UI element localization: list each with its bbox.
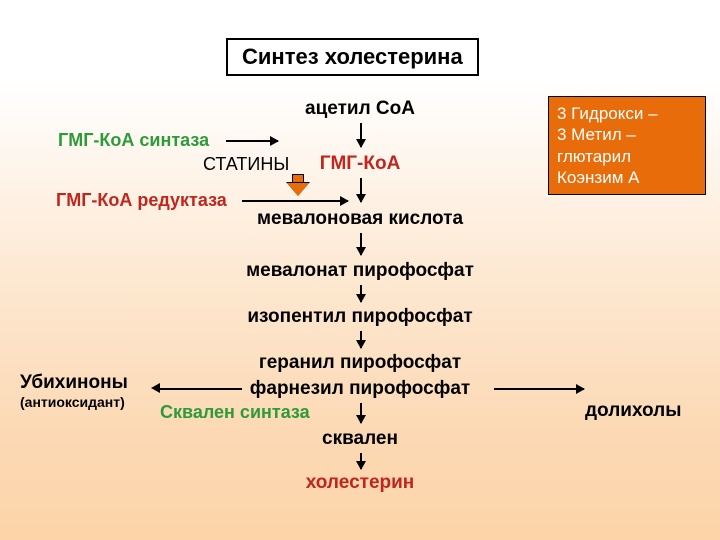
arrow-s4-s5 [360,285,362,302]
label-antioxidant: (антиоксидант) [20,394,128,410]
box-line-2: 3 Метил – [557,124,697,145]
arrow-to-ubiquinone [160,388,242,390]
label-statins: СТАТИНЫ [203,154,289,175]
enzyme-squalene-synthase: Сквален синтаза [160,402,310,423]
label-ubiquinone-block: Убихиноны (антиоксидант) [20,372,128,410]
label-ubiquinone: Убихиноны [20,372,128,394]
step-geranyl-pp: геранил пирофосфат [200,352,520,374]
step-cholesterol: холестерин [260,472,460,494]
arrow-s3-s4 [360,233,362,255]
enzyme-hmg-coa-synthase: ГМГ-КоА синтаза [58,130,209,151]
step-farnesyl-pp: фарнезил пирофосфат [200,378,520,400]
arrow-s5-s6 [360,331,362,348]
step-isopentyl-pp: изопентил пирофосфат [200,306,520,328]
arrow-s7-s8 [360,403,362,423]
hmg-coa-expansion-box: 3 Гидрокси – 3 Метил – глютарил Коэнзим … [548,96,706,195]
arrow-s8-s9 [360,453,362,469]
box-line-4: Коэнзим А [557,167,697,188]
arrow-reductase [242,200,348,202]
arrow-s2-s3 [360,178,362,202]
step-acetyl-coa: ацетил СоА [260,98,460,120]
box-line-3: глютарил [557,146,697,167]
arrow-s1-s2 [360,123,362,147]
step-hmg-coa: ГМГ-КоА [260,153,460,175]
diagram-title: Синтез холестерина [226,38,479,76]
label-dolichol: долихолы [585,400,681,422]
arrow-to-dolichol [494,388,584,390]
arrow-synthase [226,140,278,142]
enzyme-hmg-coa-reductase: ГМГ-КоА редуктаза [56,190,227,211]
step-mevalonate-pp: мевалонат пирофосфат [200,260,520,282]
step-mevalonic-acid: мевалоновая кислота [210,208,510,230]
box-line-1: 3 Гидрокси – [557,103,697,124]
step-squalene: сквален [260,428,460,450]
arrowhead-left [151,383,160,393]
